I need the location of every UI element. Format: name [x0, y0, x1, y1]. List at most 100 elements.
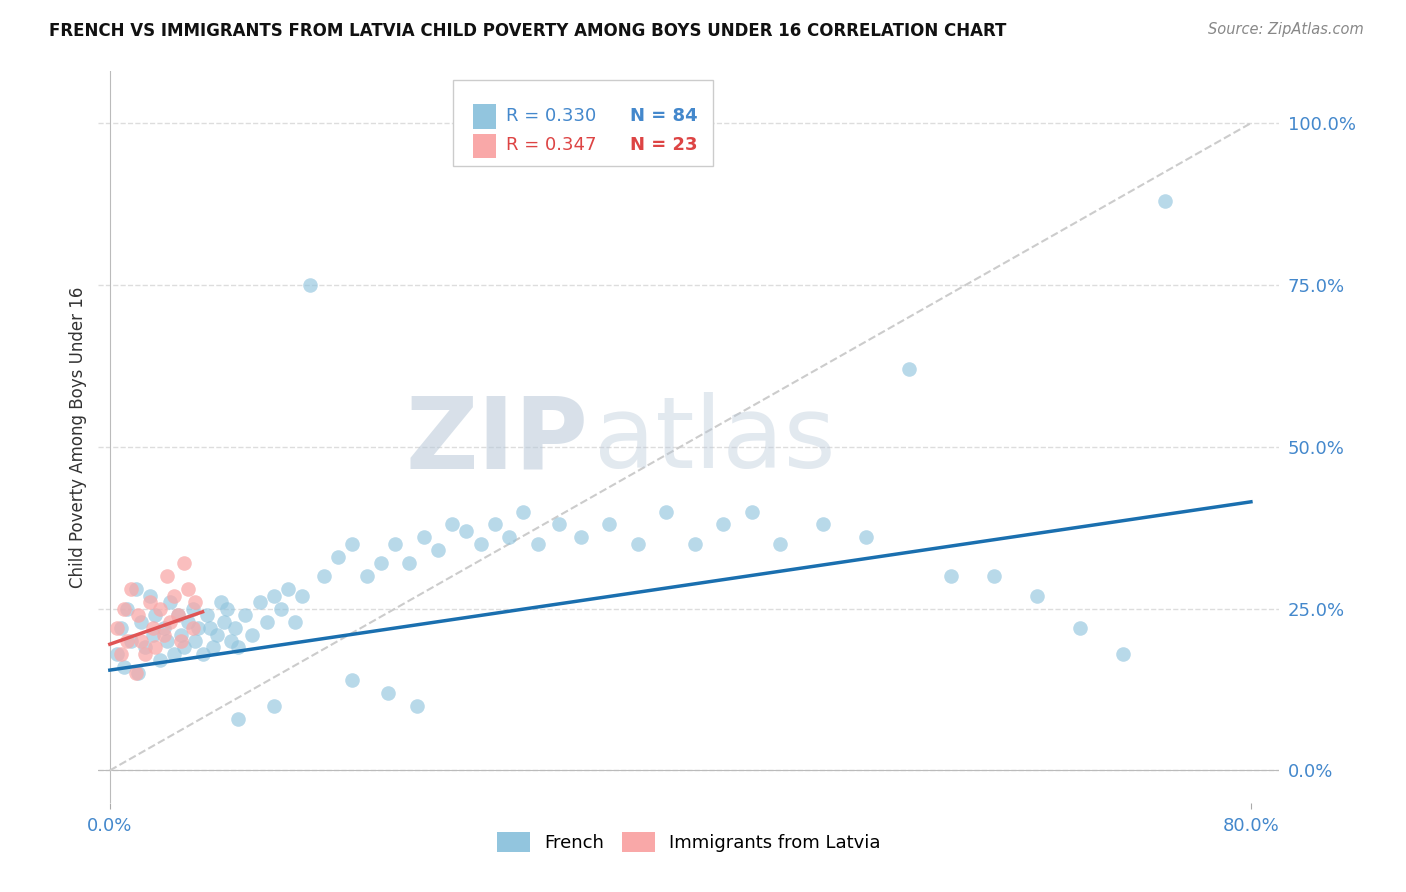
Point [139, 589, 162, 603]
Bar [472, 134, 496, 159]
Text: N = 23: N = 23 [630, 136, 697, 154]
Point [163, 647, 186, 661]
Text: R = 0.347: R = 0.347 [506, 136, 596, 154]
Point [201, 640, 224, 655]
Point [312, 569, 335, 583]
Point [139, 595, 162, 609]
Point [284, 615, 307, 629]
Point [263, 589, 285, 603]
Point [142, 627, 165, 641]
Y-axis label: Child Poverty Among Boys Under 16: Child Poverty Among Boys Under 16 [69, 286, 87, 588]
Point [112, 601, 135, 615]
Point [209, 595, 232, 609]
Point [159, 615, 181, 629]
Point [412, 530, 434, 544]
Point [177, 615, 200, 629]
Point [212, 615, 235, 629]
Point [198, 621, 221, 635]
Point [163, 589, 186, 603]
Point [1026, 589, 1049, 603]
Text: FRENCH VS IMMIGRANTS FROM LATVIA CHILD POVERTY AMONG BOYS UNDER 16 CORRELATION C: FRENCH VS IMMIGRANTS FROM LATVIA CHILD P… [49, 22, 1007, 40]
Point [120, 634, 142, 648]
Point [153, 627, 176, 641]
Point [110, 647, 132, 661]
Point [170, 634, 193, 648]
Point [233, 608, 256, 623]
Point [277, 582, 299, 597]
Point [1111, 647, 1133, 661]
Legend: French, Immigrants from Latvia: French, Immigrants from Latvia [491, 824, 887, 860]
Point [226, 640, 249, 655]
Point [291, 589, 314, 603]
Point [124, 582, 146, 597]
Point [215, 601, 238, 615]
Point [153, 621, 176, 635]
Point [384, 537, 406, 551]
Point [484, 517, 506, 532]
Point [598, 517, 620, 532]
Point [127, 666, 149, 681]
Point [110, 621, 132, 635]
Point [112, 660, 135, 674]
Text: Source: ZipAtlas.com: Source: ZipAtlas.com [1208, 22, 1364, 37]
Point [181, 621, 204, 635]
Bar [472, 104, 496, 129]
Point [105, 621, 128, 635]
Point [626, 537, 648, 551]
Point [683, 537, 706, 551]
Point [105, 647, 128, 661]
Point [256, 615, 278, 629]
Point [115, 634, 138, 648]
Point [426, 543, 449, 558]
Point [249, 595, 271, 609]
Text: ZIP: ZIP [406, 392, 589, 489]
Point [470, 537, 492, 551]
Point [224, 621, 246, 635]
Point [512, 504, 534, 518]
Point [526, 537, 548, 551]
Point [356, 569, 378, 583]
Text: R = 0.330: R = 0.330 [506, 107, 596, 125]
Point [195, 608, 218, 623]
Point [134, 647, 156, 661]
Point [181, 601, 204, 615]
Point [156, 634, 179, 648]
Point [298, 277, 321, 292]
Point [398, 557, 420, 571]
Point [441, 517, 464, 532]
Point [167, 608, 190, 623]
Point [769, 537, 792, 551]
Point [184, 634, 207, 648]
Point [129, 615, 152, 629]
Point [226, 712, 249, 726]
Point [377, 686, 399, 700]
Point [711, 517, 734, 532]
Point [173, 557, 195, 571]
Point [897, 362, 920, 376]
Point [173, 640, 195, 655]
Point [548, 517, 571, 532]
Point [129, 634, 152, 648]
Point [124, 666, 146, 681]
Point [270, 601, 292, 615]
Point [134, 640, 156, 655]
Point [1069, 621, 1091, 635]
Point [127, 608, 149, 623]
Point [187, 621, 209, 635]
Point [205, 627, 228, 641]
Point [811, 517, 834, 532]
Point [170, 627, 193, 641]
Point [342, 537, 364, 551]
Point [405, 698, 427, 713]
Point [498, 530, 520, 544]
Text: N = 84: N = 84 [630, 107, 697, 125]
Point [159, 595, 181, 609]
Point [569, 530, 592, 544]
Point [142, 621, 165, 635]
Point [191, 647, 214, 661]
Point [120, 582, 142, 597]
Point [1154, 194, 1177, 208]
Point [855, 530, 877, 544]
Point [115, 601, 138, 615]
Point [456, 524, 478, 538]
